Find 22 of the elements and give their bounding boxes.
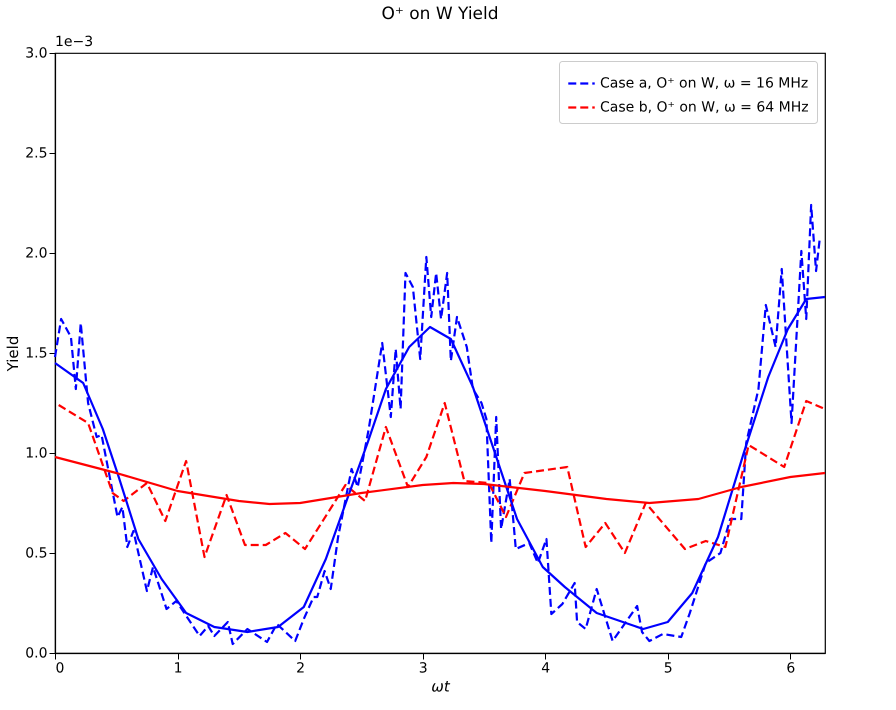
legend-label: Case b, O⁺ on W, ω = 64 MHz (600, 100, 809, 116)
x-axis-title: ωt (431, 678, 451, 696)
x-tick-label: 2 (296, 660, 306, 676)
text: 1e−3 (55, 34, 94, 50)
x-tick-label: 1 (174, 660, 183, 676)
x-tick-label: 6 (786, 660, 796, 676)
y-tick-label: 2.0 (25, 246, 48, 262)
x-tick-label: 3 (418, 660, 428, 676)
y-tick-label: 3.0 (25, 46, 48, 62)
line-series (54, 204, 821, 646)
y-tick-label: 2.5 (25, 146, 48, 162)
y-tick-label: 1.0 (25, 446, 48, 462)
line-series (58, 400, 826, 558)
chart-title: O⁺ on W Yield (381, 4, 499, 24)
y-axis-title: Yield (4, 336, 22, 372)
x-tick-label: 0 (56, 660, 64, 676)
y-tick-label: 0.0 (25, 646, 48, 662)
legend-label: Case a, O⁺ on W, ω = 16 MHz (600, 76, 808, 92)
x-tick-label: 4 (541, 660, 550, 676)
y-tick-label: 0.5 (25, 546, 48, 562)
y-tick-label: 1.5 (25, 346, 48, 362)
x-tick-label: 5 (664, 660, 673, 676)
